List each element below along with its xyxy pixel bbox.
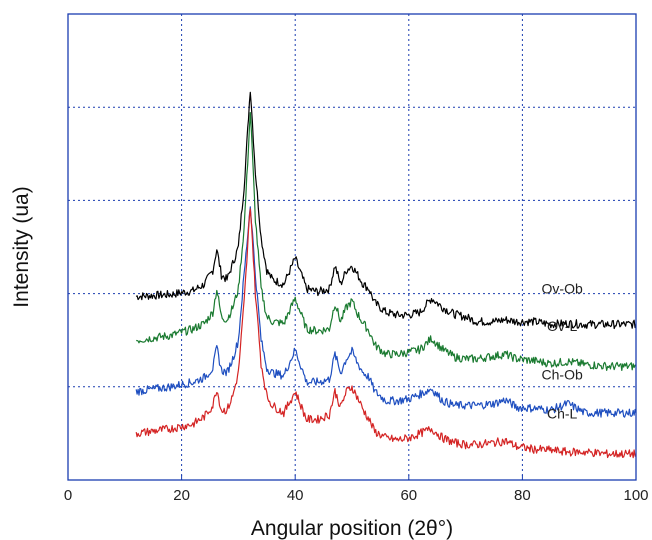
series-line-ov-l bbox=[136, 112, 637, 371]
x-tick-label: 80 bbox=[514, 487, 531, 504]
series-line-ov-ob bbox=[135, 91, 637, 330]
series-label-ov-l: Ov-L bbox=[547, 318, 578, 334]
series-line-ch-l bbox=[135, 208, 637, 459]
x-tick-label: 100 bbox=[623, 487, 648, 504]
plot-frame bbox=[67, 13, 637, 481]
series-line-ch-ob bbox=[135, 206, 637, 418]
x-tick-label: 40 bbox=[287, 487, 304, 504]
x-tick-label: 60 bbox=[400, 487, 417, 504]
series-labels: Ov-Ob Ov-L Ch-Ob Ch-L bbox=[542, 281, 583, 422]
series-label-ch-l: Ch-L bbox=[547, 405, 578, 421]
series-label-ch-ob: Ch-Ob bbox=[542, 366, 583, 382]
series-label-ov-ob: Ov-Ob bbox=[542, 281, 583, 297]
x-axis-ticks: 0 20 40 60 80 100 bbox=[64, 475, 649, 504]
y-axis-title: Intensity (ua) bbox=[10, 186, 33, 307]
x-tick-label: 20 bbox=[173, 487, 190, 504]
x-tick-label: 0 bbox=[64, 487, 72, 504]
x-axis-title: Angular position (2θ°) bbox=[251, 517, 453, 540]
series-lines bbox=[135, 91, 637, 459]
